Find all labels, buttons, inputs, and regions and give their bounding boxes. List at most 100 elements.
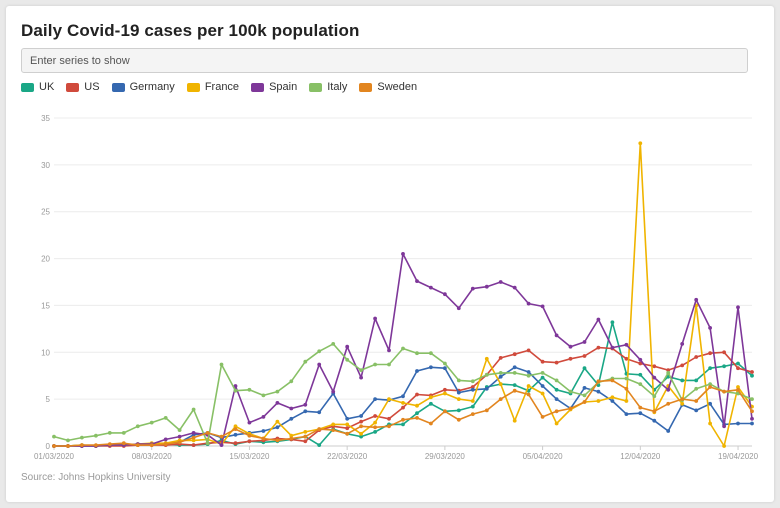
data-point-sweden xyxy=(275,438,280,443)
data-point-italy xyxy=(708,382,712,386)
data-point-spain xyxy=(401,252,405,256)
data-point-spain xyxy=(484,284,489,289)
data-point-us xyxy=(387,416,391,421)
data-point-germany xyxy=(289,416,294,421)
data-point-spain xyxy=(303,402,308,407)
data-point-france xyxy=(624,399,629,403)
legend-swatch xyxy=(111,82,125,92)
data-point-italy xyxy=(415,351,419,356)
y-tick-label: 30 xyxy=(41,161,50,170)
legend-item-uk[interactable]: UK xyxy=(21,81,54,93)
data-point-uk xyxy=(708,366,712,371)
y-tick-label: 20 xyxy=(41,255,50,264)
data-point-germany xyxy=(736,421,740,426)
data-point-uk xyxy=(582,366,587,371)
data-point-uk xyxy=(722,364,726,369)
legend-item-germany[interactable]: Germany xyxy=(111,81,175,93)
data-point-france xyxy=(191,438,196,443)
x-tick-label: 12/04/2020 xyxy=(620,452,661,461)
series-search-input[interactable] xyxy=(21,48,748,73)
data-point-sweden xyxy=(750,409,754,414)
data-point-germany xyxy=(345,416,350,421)
data-point-spain xyxy=(554,333,559,338)
data-point-sweden xyxy=(373,425,377,430)
data-point-uk xyxy=(415,411,419,416)
data-point-uk xyxy=(359,434,363,439)
data-point-sweden xyxy=(205,431,210,435)
data-point-sweden xyxy=(526,392,531,397)
legend-item-spain[interactable]: Spain xyxy=(251,81,297,93)
data-point-germany xyxy=(401,394,405,399)
data-point-italy xyxy=(666,371,671,375)
data-point-germany xyxy=(415,369,419,373)
data-point-france xyxy=(596,399,601,403)
data-point-us xyxy=(526,348,531,353)
data-point-germany xyxy=(638,411,643,416)
data-point-spain xyxy=(540,304,545,309)
data-point-spain xyxy=(163,437,168,442)
data-point-sweden xyxy=(736,387,740,392)
data-point-italy xyxy=(401,346,405,351)
data-point-italy xyxy=(149,420,154,425)
data-point-us xyxy=(736,366,740,371)
legend-swatch xyxy=(251,82,265,92)
data-point-sweden xyxy=(415,416,419,420)
data-point-france xyxy=(484,356,489,361)
legend-item-italy[interactable]: Italy xyxy=(309,81,347,93)
data-point-italy xyxy=(554,378,559,383)
data-point-italy xyxy=(638,382,643,386)
data-point-italy xyxy=(261,393,266,398)
data-point-sweden xyxy=(540,415,545,419)
legend-item-us[interactable]: US xyxy=(66,81,100,93)
data-point-us xyxy=(666,368,671,372)
data-point-spain xyxy=(247,420,252,425)
data-point-sweden xyxy=(191,435,196,440)
data-point-spain xyxy=(736,305,740,310)
data-point-sweden xyxy=(456,417,461,422)
data-point-italy xyxy=(94,433,98,438)
data-point-italy xyxy=(107,431,112,435)
legend-label: UK xyxy=(39,81,55,93)
y-tick-label: 35 xyxy=(41,114,50,123)
data-point-france xyxy=(638,141,643,146)
data-point-spain xyxy=(345,344,350,349)
data-point-spain xyxy=(415,279,419,283)
data-point-france xyxy=(401,401,405,405)
data-point-germany xyxy=(624,412,629,416)
data-point-sweden xyxy=(233,427,238,431)
data-point-italy xyxy=(526,373,531,378)
x-tick-label: 19/04/2020 xyxy=(718,452,759,461)
legend-item-france[interactable]: France xyxy=(186,81,239,93)
data-point-germany xyxy=(303,409,308,414)
data-point-spain xyxy=(359,375,363,380)
data-point-us xyxy=(233,441,238,446)
data-point-spain xyxy=(750,416,754,421)
data-point-sweden xyxy=(149,443,154,447)
data-point-spain xyxy=(722,424,726,429)
data-point-italy xyxy=(582,393,587,398)
data-point-us xyxy=(303,439,308,444)
data-point-spain xyxy=(610,345,615,350)
data-point-germany xyxy=(610,399,615,403)
data-point-germany xyxy=(540,384,545,388)
data-point-italy xyxy=(373,362,377,367)
legend-item-sweden[interactable]: Sweden xyxy=(359,81,417,93)
data-point-italy xyxy=(694,386,699,391)
x-tick-label: 01/03/2020 xyxy=(34,452,75,461)
data-point-germany xyxy=(498,374,503,379)
data-point-spain xyxy=(694,297,699,302)
data-point-italy xyxy=(163,416,168,420)
series-line-uk xyxy=(54,321,753,447)
legend-label: Sweden xyxy=(377,81,418,93)
data-point-sweden xyxy=(401,417,405,422)
data-point-sweden xyxy=(484,408,489,413)
data-point-us xyxy=(470,385,475,389)
data-point-italy xyxy=(205,441,210,446)
data-point-us xyxy=(415,392,419,397)
data-point-spain xyxy=(275,401,280,405)
data-point-italy xyxy=(512,371,517,375)
data-point-uk xyxy=(680,378,685,383)
legend-label: Spain xyxy=(269,81,298,93)
data-point-sweden xyxy=(443,409,447,414)
data-point-uk xyxy=(540,375,545,380)
